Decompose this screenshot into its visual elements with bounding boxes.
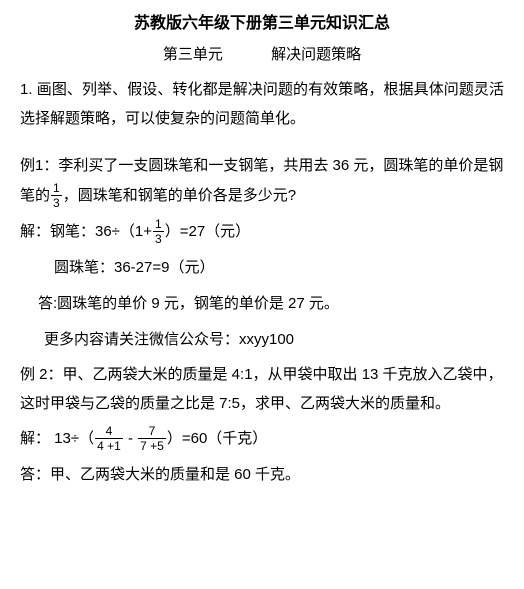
frac-num: 1: [153, 218, 164, 231]
subtitle-right: 解决问题策略: [271, 46, 361, 63]
ex1-question: 例1：李利买了一支圆珠笔和一支钢笔，共用去 36 元，圆珠笔的单价是钢笔的13，…: [20, 151, 504, 211]
wechat-line: 更多内容请关注微信公众号：xxyy100: [20, 325, 504, 355]
ex1-sol2: 圆珠笔：36-27=9（元）: [20, 253, 504, 283]
frac-den: 4 +1: [95, 438, 123, 452]
ex1-answer: 答:圆珠笔的单价 9 元，钢笔的单价是 27 元。: [20, 289, 504, 319]
subtitle-left: 第三单元: [163, 46, 223, 63]
ex2-question: 例 2：甲、乙两袋大米的质量是 4:1，从甲袋中取出 13 千克放入乙袋中，这时…: [20, 361, 504, 418]
fraction-1-3-b: 13: [153, 218, 164, 245]
fraction-4-over-4p1: 44 +1: [95, 425, 123, 452]
ex2-sol-a: 解： 13÷（: [20, 430, 94, 447]
ex1-sol1-b: ）=27（元）: [165, 223, 250, 240]
ex1-sol1-a: 解：钢笔：36÷（1+: [20, 223, 152, 240]
frac-num: 1: [51, 182, 62, 195]
doc-subtitle: 第三单元 解决问题策略: [20, 43, 504, 66]
ex2-solution: 解： 13÷（44 +1 - 77 +5）=60（千克）: [20, 424, 504, 454]
fraction-1-3: 13: [51, 182, 62, 209]
frac-num: 7: [138, 425, 166, 438]
fraction-7-over-7p5: 77 +5: [138, 425, 166, 452]
frac-den: 7 +5: [138, 438, 166, 452]
frac-den: 3: [51, 195, 62, 209]
doc-title: 苏教版六年级下册第三单元知识汇总: [20, 12, 504, 37]
ex2-sol-mid: -: [124, 430, 137, 447]
paragraph-1: 1. 画图、列举、假设、转化都是解决问题的有效策略，根据具体问题灵活选择解题策略…: [20, 76, 504, 133]
frac-den: 3: [153, 231, 164, 245]
frac-num: 4: [95, 425, 123, 438]
ex1-q-b: ，圆珠笔和钢笔的单价各是多少元?: [63, 187, 296, 204]
ex1-sol1: 解：钢笔：36÷（1+13）=27（元）: [20, 217, 504, 247]
ex2-answer: 答：甲、乙两袋大米的质量和是 60 千克。: [20, 460, 504, 490]
ex2-sol-b: ）=60（千克）: [167, 430, 267, 447]
